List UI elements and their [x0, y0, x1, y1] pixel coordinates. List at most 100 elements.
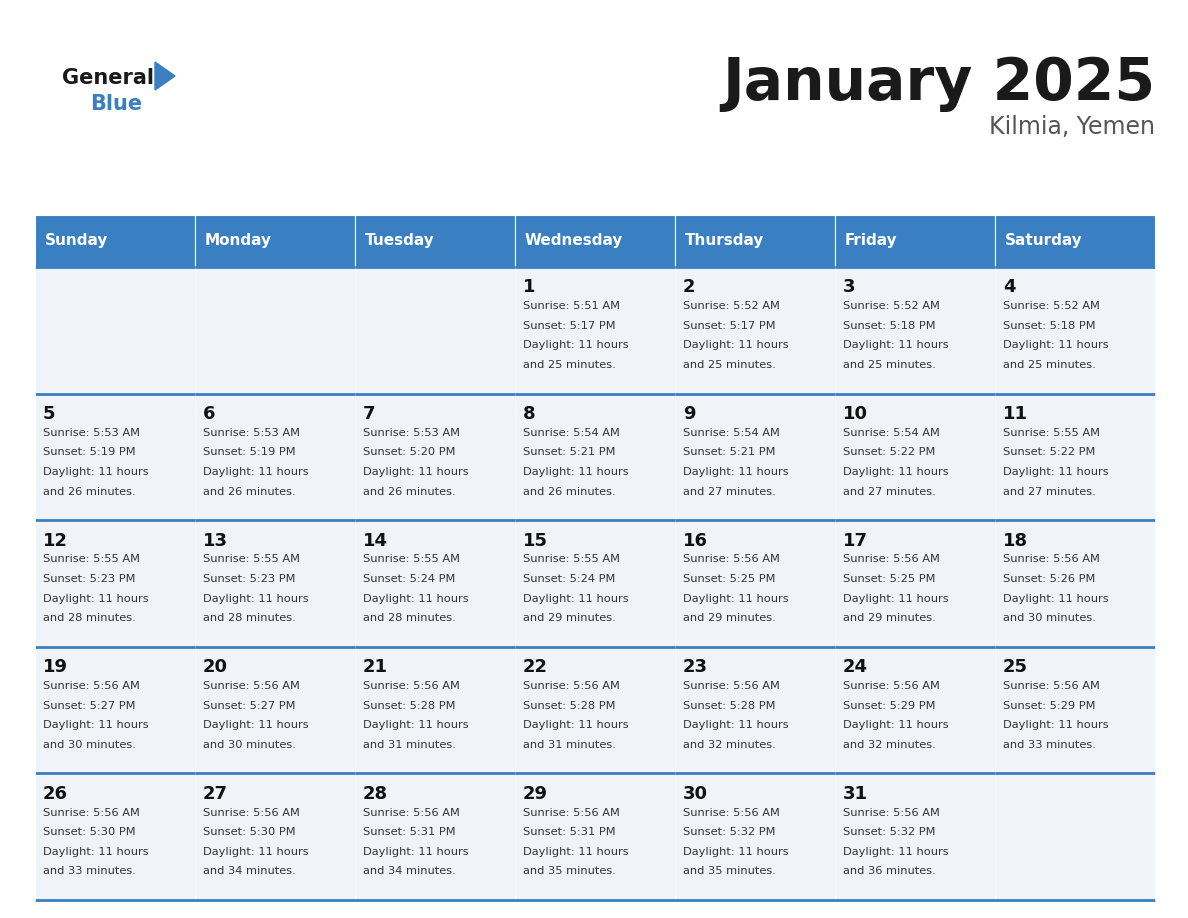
Text: and 27 minutes.: and 27 minutes. — [1003, 487, 1095, 497]
Text: 17: 17 — [843, 532, 868, 550]
Text: Daylight: 11 hours: Daylight: 11 hours — [203, 594, 309, 604]
Text: and 27 minutes.: and 27 minutes. — [683, 487, 776, 497]
Text: Thursday: Thursday — [684, 233, 764, 249]
Text: Sunset: 5:28 PM: Sunset: 5:28 PM — [364, 700, 455, 711]
Text: 20: 20 — [203, 658, 228, 677]
Bar — [516, 647, 675, 773]
Text: 15: 15 — [523, 532, 548, 550]
Text: and 25 minutes.: and 25 minutes. — [683, 360, 776, 370]
Text: Daylight: 11 hours: Daylight: 11 hours — [203, 721, 309, 730]
Text: Sunrise: 5:56 AM: Sunrise: 5:56 AM — [683, 681, 779, 691]
Bar — [835, 215, 996, 267]
Bar — [996, 521, 1155, 647]
Text: Daylight: 11 hours: Daylight: 11 hours — [364, 846, 468, 856]
Text: and 32 minutes.: and 32 minutes. — [843, 740, 936, 750]
Bar — [996, 647, 1155, 773]
Bar — [516, 394, 675, 521]
Text: and 26 minutes.: and 26 minutes. — [203, 487, 296, 497]
Bar — [195, 647, 355, 773]
Text: and 33 minutes.: and 33 minutes. — [1003, 740, 1095, 750]
Text: Daylight: 11 hours: Daylight: 11 hours — [364, 467, 468, 477]
Text: Daylight: 11 hours: Daylight: 11 hours — [523, 341, 628, 351]
Text: and 35 minutes.: and 35 minutes. — [683, 867, 776, 877]
Bar — [675, 267, 835, 394]
Text: and 30 minutes.: and 30 minutes. — [1003, 613, 1095, 623]
Bar — [516, 215, 675, 267]
Text: Sunrise: 5:56 AM: Sunrise: 5:56 AM — [683, 554, 779, 565]
Text: Daylight: 11 hours: Daylight: 11 hours — [683, 467, 789, 477]
Text: Sunset: 5:20 PM: Sunset: 5:20 PM — [364, 447, 455, 457]
Text: 29: 29 — [523, 785, 548, 803]
Bar — [355, 647, 516, 773]
Text: 14: 14 — [364, 532, 388, 550]
Text: Sunrise: 5:55 AM: Sunrise: 5:55 AM — [523, 554, 620, 565]
Text: and 31 minutes.: and 31 minutes. — [523, 740, 615, 750]
Text: Sunrise: 5:51 AM: Sunrise: 5:51 AM — [523, 301, 620, 311]
Text: Daylight: 11 hours: Daylight: 11 hours — [523, 721, 628, 730]
Text: Sunrise: 5:56 AM: Sunrise: 5:56 AM — [843, 808, 940, 818]
Text: Sunset: 5:21 PM: Sunset: 5:21 PM — [523, 447, 615, 457]
Text: Sunset: 5:18 PM: Sunset: 5:18 PM — [1003, 320, 1095, 330]
Bar — [516, 267, 675, 394]
Text: Daylight: 11 hours: Daylight: 11 hours — [523, 846, 628, 856]
Text: Sunrise: 5:55 AM: Sunrise: 5:55 AM — [1003, 428, 1100, 438]
Text: Daylight: 11 hours: Daylight: 11 hours — [843, 341, 949, 351]
Text: and 34 minutes.: and 34 minutes. — [203, 867, 296, 877]
Text: Sunset: 5:25 PM: Sunset: 5:25 PM — [843, 574, 935, 584]
Bar — [34, 267, 195, 394]
Text: and 32 minutes.: and 32 minutes. — [683, 740, 776, 750]
Text: and 28 minutes.: and 28 minutes. — [203, 613, 296, 623]
Text: 28: 28 — [364, 785, 388, 803]
Text: and 29 minutes.: and 29 minutes. — [683, 613, 776, 623]
Bar — [996, 773, 1155, 900]
Text: General: General — [62, 68, 154, 88]
Text: Sunset: 5:23 PM: Sunset: 5:23 PM — [203, 574, 296, 584]
Text: Sunrise: 5:55 AM: Sunrise: 5:55 AM — [364, 554, 460, 565]
Text: 2: 2 — [683, 278, 695, 297]
Text: 30: 30 — [683, 785, 708, 803]
Text: 6: 6 — [203, 405, 215, 423]
Text: Sunset: 5:18 PM: Sunset: 5:18 PM — [843, 320, 936, 330]
Text: Sunrise: 5:52 AM: Sunrise: 5:52 AM — [1003, 301, 1100, 311]
Bar — [195, 267, 355, 394]
Text: Daylight: 11 hours: Daylight: 11 hours — [364, 594, 468, 604]
Text: and 25 minutes.: and 25 minutes. — [1003, 360, 1095, 370]
Text: Sunrise: 5:56 AM: Sunrise: 5:56 AM — [203, 808, 299, 818]
Text: Daylight: 11 hours: Daylight: 11 hours — [43, 721, 148, 730]
Text: Sunrise: 5:53 AM: Sunrise: 5:53 AM — [203, 428, 301, 438]
Text: and 33 minutes.: and 33 minutes. — [43, 867, 135, 877]
Text: Tuesday: Tuesday — [365, 233, 435, 249]
Text: Sunrise: 5:53 AM: Sunrise: 5:53 AM — [43, 428, 140, 438]
Text: Daylight: 11 hours: Daylight: 11 hours — [523, 594, 628, 604]
Text: 23: 23 — [683, 658, 708, 677]
Text: Sunset: 5:21 PM: Sunset: 5:21 PM — [683, 447, 776, 457]
Text: and 26 minutes.: and 26 minutes. — [364, 487, 456, 497]
Text: Daylight: 11 hours: Daylight: 11 hours — [364, 721, 468, 730]
Bar — [516, 521, 675, 647]
Text: Daylight: 11 hours: Daylight: 11 hours — [843, 721, 949, 730]
Text: and 25 minutes.: and 25 minutes. — [523, 360, 615, 370]
Text: and 30 minutes.: and 30 minutes. — [43, 740, 135, 750]
Text: Daylight: 11 hours: Daylight: 11 hours — [1003, 341, 1108, 351]
Text: and 30 minutes.: and 30 minutes. — [203, 740, 296, 750]
Text: 5: 5 — [43, 405, 56, 423]
Text: Sunset: 5:29 PM: Sunset: 5:29 PM — [843, 700, 935, 711]
Polygon shape — [154, 62, 175, 90]
Text: Sunset: 5:32 PM: Sunset: 5:32 PM — [683, 827, 776, 837]
Text: Saturday: Saturday — [1005, 233, 1082, 249]
Text: Sunrise: 5:56 AM: Sunrise: 5:56 AM — [523, 681, 620, 691]
Text: Sunrise: 5:56 AM: Sunrise: 5:56 AM — [43, 808, 140, 818]
Text: Sunrise: 5:54 AM: Sunrise: 5:54 AM — [843, 428, 940, 438]
Text: Sunrise: 5:52 AM: Sunrise: 5:52 AM — [843, 301, 940, 311]
Text: and 36 minutes.: and 36 minutes. — [843, 867, 936, 877]
Text: Daylight: 11 hours: Daylight: 11 hours — [683, 721, 789, 730]
Bar — [675, 215, 835, 267]
Text: 8: 8 — [523, 405, 536, 423]
Text: Daylight: 11 hours: Daylight: 11 hours — [203, 846, 309, 856]
Text: Daylight: 11 hours: Daylight: 11 hours — [43, 467, 148, 477]
Bar — [835, 394, 996, 521]
Text: Wednesday: Wednesday — [525, 233, 623, 249]
Text: and 31 minutes.: and 31 minutes. — [364, 740, 456, 750]
Text: and 34 minutes.: and 34 minutes. — [364, 867, 456, 877]
Text: 31: 31 — [843, 785, 868, 803]
